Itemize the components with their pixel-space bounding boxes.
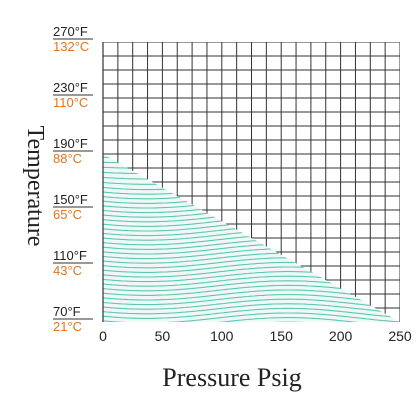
x-tick-label: 100 [210, 328, 234, 344]
y-tick-celsius: 110°C [53, 95, 88, 110]
x-tick-label: 50 [155, 328, 171, 344]
region-wave-line [103, 321, 400, 322]
y-tick-celsius: 43°C [53, 263, 82, 278]
y-tick-labels: 70°F21°C 110°F43°C 150°F65°C 190°F88°C 230°F… [53, 24, 93, 334]
x-tick-label: 0 [99, 328, 107, 344]
y-tick-fahrenheit: 230°F [53, 80, 88, 95]
y-axis-label: Temperature [22, 126, 48, 247]
region-wave-line [103, 303, 400, 315]
region-wave-line [103, 294, 400, 306]
y-tick-celsius: 65°C [53, 207, 82, 222]
y-tick-fahrenheit: 270°F [53, 24, 88, 39]
x-tick-labels: 0 50 100 150 200 250 [99, 328, 412, 344]
x-axis-label: Pressure Psig [162, 363, 301, 392]
y-tick-celsius: 88°C [53, 151, 82, 166]
region-wave-line [103, 317, 400, 322]
region-wave-line [103, 312, 400, 322]
x-tick-label: 150 [270, 328, 294, 344]
x-tick-label: 200 [329, 328, 353, 344]
y-tick-fahrenheit: 110°F [53, 248, 87, 263]
y-tick-celsius: 132°C [53, 39, 89, 54]
y-tick-fahrenheit: 150°F [53, 192, 88, 207]
y-tick-celsius: 21°C [53, 319, 82, 334]
region-wave-line [103, 307, 400, 319]
x-tick-label: 250 [388, 328, 412, 344]
y-tick-fahrenheit: 190°F [53, 136, 88, 151]
y-tick-fahrenheit: 70°F [53, 304, 81, 319]
region-wave-line [103, 298, 400, 310]
